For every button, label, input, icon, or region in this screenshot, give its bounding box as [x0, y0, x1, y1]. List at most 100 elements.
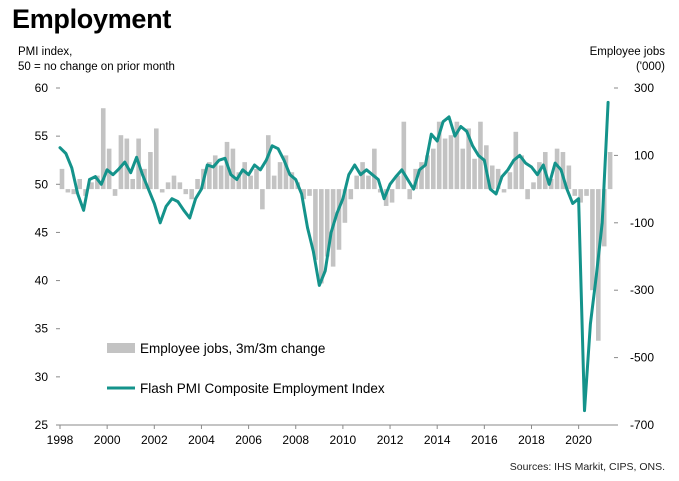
line-point-77: [512, 159, 515, 162]
line-point-8: [105, 168, 109, 171]
line-point-12: [129, 171, 132, 174]
line-point-61: [418, 168, 421, 171]
line-point-84: [553, 161, 557, 165]
bar-39: [289, 172, 295, 190]
bar-84: [554, 148, 560, 190]
bar-31: [242, 162, 247, 190]
tick-labels: 1998 2000 2002 2004 2006 2008 2010 2012 2014 2016…: [35, 81, 655, 447]
bar-37: [277, 162, 283, 190]
x-tick-label-2014: 2014: [424, 433, 451, 447]
right-tick-label--700: -700: [630, 418, 654, 432]
line-point-68: [459, 125, 462, 128]
line-point-44: [318, 284, 321, 287]
x-tick-label-2004: 2004: [188, 433, 215, 447]
line-point-28: [223, 157, 227, 160]
x-tick-label-2012: 2012: [377, 433, 404, 447]
line-point-47: [335, 212, 339, 215]
line-point-25: [206, 163, 209, 167]
bar-26: [212, 155, 218, 190]
line-point-31: [241, 168, 244, 171]
line-point-72: [483, 159, 486, 162]
line-point-63: [430, 133, 433, 136]
line-point-13: [135, 156, 138, 159]
bar-89: [584, 189, 589, 196]
line-point-33: [253, 163, 256, 167]
bar-76: [507, 172, 513, 190]
bar-35: [265, 135, 271, 190]
line-point-60: [412, 187, 415, 191]
bar-56: [389, 189, 395, 203]
bar-61: [419, 162, 424, 190]
line-point-0: [58, 146, 62, 149]
chart-title: Employment: [12, 4, 172, 34]
bar-29: [230, 148, 236, 190]
left-tick-label-50: 50: [35, 177, 49, 191]
line-point-90: [589, 322, 592, 326]
line-point-81: [536, 173, 539, 176]
bar-80: [531, 182, 536, 190]
bar-57: [395, 175, 401, 190]
line-point-52: [365, 168, 368, 171]
bar-59: [407, 189, 413, 200]
line-point-29: [229, 173, 233, 176]
line-point-23: [194, 197, 197, 200]
bar-86: [566, 165, 572, 190]
line-point-92: [601, 221, 604, 224]
bar-74: [495, 168, 501, 190]
right-tick-label--300: -300: [630, 283, 654, 297]
line-point-14: [141, 173, 144, 176]
bar-79: [525, 189, 530, 200]
bar-2: [71, 189, 77, 195]
bar-6: [95, 175, 100, 190]
left-tick-label-55: 55: [35, 129, 49, 143]
bar-78: [519, 155, 524, 190]
line-point-76: [506, 168, 510, 171]
line-point-69: [465, 130, 468, 133]
line-point-88: [577, 197, 580, 200]
line-point-6: [94, 175, 97, 178]
line-point-34: [259, 168, 262, 171]
x-tick-label-1998: 1998: [47, 433, 74, 447]
bar-75: [501, 189, 507, 193]
bar-47: [336, 189, 342, 250]
right-tick-label-300: 300: [634, 81, 654, 95]
source-note: Sources: IHS Markit, CIPS, ONS.: [509, 461, 665, 473]
line-point-41: [300, 192, 303, 196]
line-point-83: [548, 183, 551, 186]
left-axis-label-line1: PMI index,: [18, 46, 73, 58]
line-point-46: [329, 231, 333, 234]
left-tick-label-35: 35: [35, 322, 49, 336]
bar-15: [148, 152, 153, 190]
right-axis-label-line1: Employee jobs: [589, 46, 665, 58]
bar-9: [112, 189, 118, 196]
bar-7: [100, 108, 106, 190]
legend-bar-swatch: [107, 343, 135, 353]
line-point-5: [88, 178, 91, 181]
bar-63: [431, 148, 436, 190]
line-point-36: [271, 144, 274, 147]
bar-70: [472, 158, 477, 190]
bar-10: [118, 135, 124, 190]
bar-19: [171, 175, 177, 190]
line-point-42: [306, 226, 309, 229]
line-point-11: [123, 160, 127, 164]
line-point-56: [388, 183, 392, 186]
bar-66: [448, 135, 454, 190]
bar-51: [360, 162, 365, 190]
line-point-21: [182, 209, 185, 212]
right-tick-label--500: -500: [630, 351, 654, 365]
line-point-2: [70, 166, 74, 170]
bar-90: [590, 189, 595, 291]
legend-bar-label: Employee jobs, 3m/3m change: [140, 341, 325, 356]
line-point-26: [212, 165, 215, 169]
bar-62: [425, 155, 430, 190]
line-point-55: [382, 197, 386, 200]
bar-85: [560, 152, 566, 190]
line-point-58: [400, 168, 403, 171]
line-point-39: [288, 173, 292, 176]
axes: [56, 87, 618, 429]
line-point-78: [518, 154, 521, 157]
legend: Employee jobs, 3m/3m change Flash PMI Com…: [107, 341, 385, 396]
line-point-7: [100, 183, 103, 186]
